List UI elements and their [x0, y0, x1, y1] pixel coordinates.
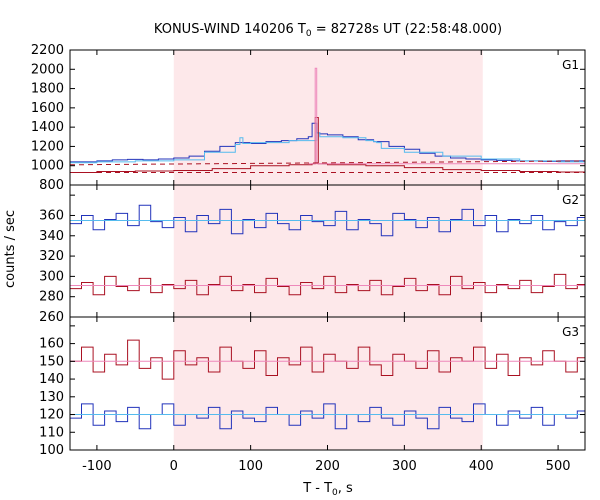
panel-g2: 260 280 300 320 340 360 G2: [39, 184, 586, 325]
series-blue-0: [70, 204, 585, 237]
panel-series-group: [70, 67, 585, 173]
y-tick-label: 1400: [31, 120, 64, 135]
y-tick-label: 120: [39, 408, 64, 423]
series-cyan-1: [70, 132, 585, 164]
chart-title: KONUS-WIND 140206 T0 = 82728s UT (22:58:…: [154, 22, 502, 39]
shaded-interval: [173, 50, 483, 450]
plot-panels: 8001000120014001600180020002200G12602803…: [31, 43, 586, 474]
x-tick-label: 200: [315, 459, 340, 474]
panel-series-group: [70, 204, 585, 296]
x-tick-label: -100: [82, 459, 112, 474]
y-tick-label: 150: [39, 354, 64, 369]
y-tick-label: 1000: [31, 159, 64, 174]
y-tick-label: 800: [39, 178, 64, 193]
y-tick-label: 360: [39, 208, 64, 223]
y-tick-label: 1600: [31, 101, 64, 116]
panel-label: G3: [562, 325, 579, 339]
series-red-0: [70, 339, 585, 380]
y-tick-label: 140: [39, 372, 64, 387]
y-tick-label: 280: [39, 290, 64, 305]
y-tick-label: 110: [39, 425, 64, 440]
y-tick-label: 2000: [31, 62, 64, 77]
series-red-2: [70, 273, 585, 296]
series-pink-3: [308, 67, 585, 165]
y-tick-label: 1800: [31, 82, 64, 97]
panel-g1: 800 1000 1200 1400 1600 1800 2000 2200 G1: [31, 43, 586, 193]
y-tick-label: 160: [39, 337, 64, 352]
y-tick-label: 130: [39, 390, 64, 405]
y-tick-label: 320: [39, 249, 64, 264]
x-tick-label: 400: [469, 459, 494, 474]
x-tick-label: 500: [546, 459, 571, 474]
panel-label: G1: [562, 58, 579, 72]
y-tick-label: 260: [39, 310, 64, 325]
y-tick-label: 340: [39, 229, 64, 244]
x-tick-label: 0: [170, 459, 178, 474]
x-axis-label: T - T0, s: [302, 481, 353, 498]
panel-g3: 100 110 120 130 140 150 160 G3: [39, 316, 586, 458]
y-axis-label: counts / sec: [3, 210, 18, 288]
panel-label: G2: [562, 193, 579, 207]
y-tick-label: 1200: [31, 139, 64, 154]
y-tick-label: 2200: [31, 43, 64, 58]
x-tick-label: 300: [392, 459, 417, 474]
y-tick-label: 100: [39, 443, 64, 458]
y-tick-label: 300: [39, 269, 64, 284]
x-tick-label: 100: [238, 459, 263, 474]
series-dashed-5: [70, 160, 585, 166]
panel-series-group: [70, 339, 585, 430]
